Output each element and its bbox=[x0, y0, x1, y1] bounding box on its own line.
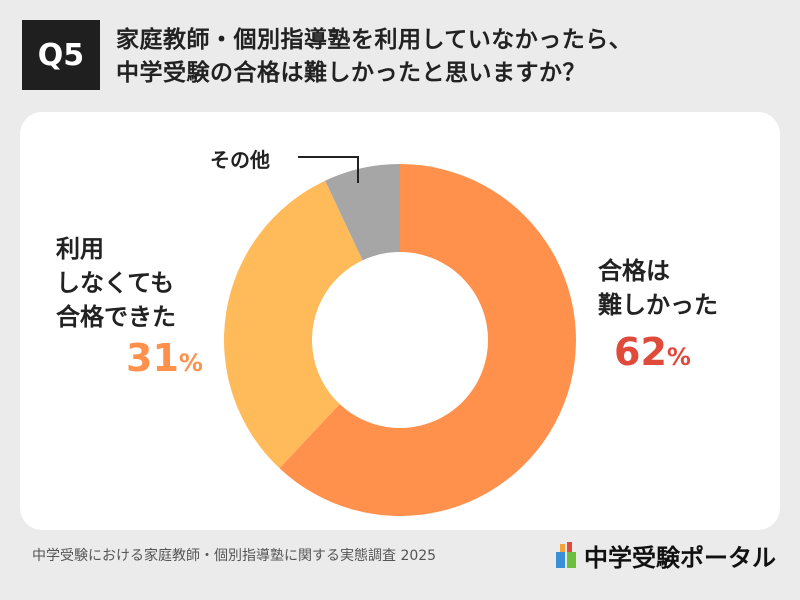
label-b-line1: 利用 bbox=[56, 235, 104, 263]
question-badge: Q5 bbox=[22, 20, 100, 90]
pct-difficult: 62% bbox=[614, 330, 691, 374]
other-leader-line bbox=[298, 156, 359, 183]
pct-passed-anyway: 31% bbox=[126, 336, 203, 380]
logo-text: 中学受験ポータル bbox=[584, 544, 776, 572]
slice-other bbox=[325, 164, 400, 261]
label-passed-anyway: 利用 しなくても 合格できた bbox=[56, 232, 176, 334]
title-line-1: 家庭教師・個別指導塾を利用していなかったら、 bbox=[116, 27, 633, 53]
label-b-line2: しなくても bbox=[56, 269, 175, 297]
page-title: 家庭教師・個別指導塾を利用していなかったら、 中学受験の合格は難しかったと思いま… bbox=[116, 24, 632, 90]
slice-passed-anyway bbox=[223, 180, 363, 469]
label-other: その他 bbox=[210, 148, 270, 172]
label-a-line2: 難しかった bbox=[598, 291, 718, 319]
book-logo-icon bbox=[556, 541, 576, 568]
slice-difficult bbox=[279, 164, 576, 516]
logo: 中学受験ポータル bbox=[556, 538, 776, 573]
label-a-line1: 合格は bbox=[598, 257, 670, 285]
source-note: 中学受験における家庭教師・個別指導塾に関する実態調査 2025 bbox=[32, 548, 437, 564]
label-difficult: 合格は 難しかった bbox=[598, 254, 718, 322]
label-b-line3: 合格できた bbox=[56, 303, 176, 331]
title-line-2: 中学受験の合格は難しかったと思いますか？ bbox=[116, 60, 586, 86]
